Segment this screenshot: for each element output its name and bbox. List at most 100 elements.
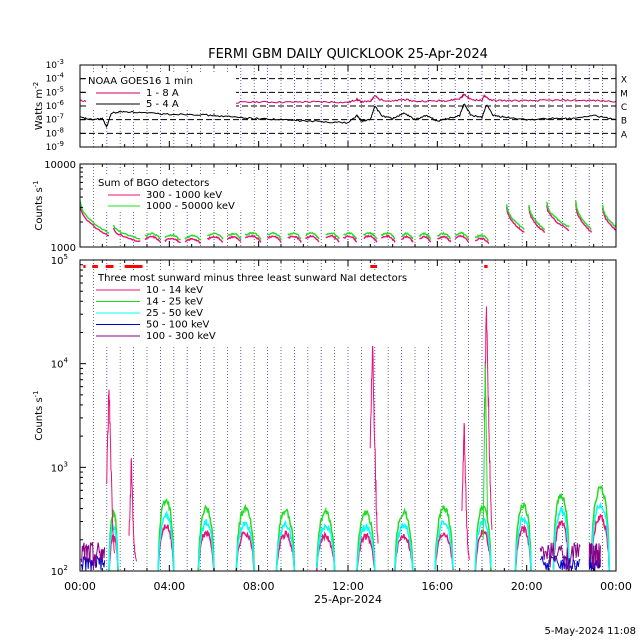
nai-series-line bbox=[394, 523, 414, 572]
nai-series-line bbox=[315, 530, 336, 572]
bgo-series-line bbox=[244, 234, 262, 243]
bgo-series-line bbox=[144, 235, 161, 243]
nai-series-line bbox=[275, 508, 296, 571]
bgo-series-line bbox=[455, 235, 470, 243]
bgo-series-line bbox=[601, 204, 617, 228]
nai-series-line bbox=[434, 520, 454, 570]
saturation-marker bbox=[370, 265, 378, 268]
bgo-series-line bbox=[325, 232, 340, 240]
y-tick-label: 10-7 bbox=[46, 113, 64, 126]
legend-item: 100 - 300 keV bbox=[146, 331, 216, 342]
bgo-series-line bbox=[380, 234, 396, 243]
bgo-series-line bbox=[418, 232, 432, 240]
legend-title: Sum of BGO detectors bbox=[98, 178, 209, 189]
bgo-series-line bbox=[363, 234, 378, 243]
x-axis-label: 25-Apr-2024 bbox=[314, 593, 382, 606]
class-label-M: M bbox=[620, 89, 628, 99]
flare-spike bbox=[461, 422, 470, 561]
bgo-series-line bbox=[305, 234, 320, 243]
bgo-axes: 1000 10000 Counts s-1 bbox=[32, 160, 617, 254]
bgo-series-line bbox=[227, 232, 242, 240]
bgo-series-line bbox=[401, 232, 414, 240]
nai-series-line bbox=[275, 530, 296, 571]
bgo-series-line bbox=[112, 227, 141, 243]
bgo-series-line bbox=[419, 235, 432, 243]
legend-title: Three most sunward minus three least sun… bbox=[97, 273, 407, 284]
saturation-marker bbox=[484, 265, 488, 268]
nai-legend: Three most sunward minus three least sun… bbox=[96, 270, 436, 346]
time-axis: 00:00 04:00 08:00 12:00 16:00 20:00 00:00 bbox=[64, 580, 632, 593]
bgo-series-line bbox=[601, 207, 617, 231]
bgo-series-line bbox=[79, 200, 110, 234]
saturation-marker bbox=[83, 265, 86, 268]
nai-series-line bbox=[315, 506, 336, 572]
bgo-series-line bbox=[575, 203, 593, 233]
nai-series-line bbox=[552, 519, 570, 572]
bgo-series-line bbox=[436, 231, 452, 240]
bgo-series-line bbox=[455, 231, 470, 240]
bgo-series-line bbox=[437, 235, 452, 243]
y-tick-label: 102 bbox=[51, 564, 68, 578]
bgo-series-line bbox=[546, 201, 570, 228]
bgo-series-line bbox=[546, 205, 570, 232]
legend-item: 5 - 4 A bbox=[146, 99, 179, 110]
nai-series-line bbox=[590, 513, 611, 572]
flare-spike bbox=[369, 334, 379, 544]
y-tick-label: 10-9 bbox=[46, 140, 64, 153]
bgo-series-line bbox=[79, 203, 110, 237]
flare-spike bbox=[106, 389, 115, 554]
figure-title: FERMI GBM DAILY QUICKLOOK 25-Apr-2024 bbox=[208, 47, 488, 62]
legend-item: 50 - 100 keV bbox=[146, 320, 210, 331]
nai-series-line bbox=[197, 530, 215, 572]
x-tick-label: 12:00 bbox=[332, 580, 364, 593]
saturation-marker bbox=[105, 265, 114, 268]
bgo-series-line bbox=[380, 231, 396, 240]
bgo-series-line bbox=[207, 234, 224, 243]
y-tick-label: 10-8 bbox=[46, 126, 64, 139]
legend-box bbox=[96, 270, 436, 346]
bgo-series-line bbox=[528, 204, 546, 231]
nai-series-line bbox=[197, 519, 215, 570]
bgo-series-line bbox=[305, 231, 320, 240]
background-noise bbox=[80, 542, 106, 571]
background-noise bbox=[539, 555, 581, 571]
legend-item: 300 - 1000 keV bbox=[146, 190, 222, 201]
x-tick-label: 00:00 bbox=[600, 580, 632, 593]
y-tick-label: 10-3 bbox=[46, 58, 64, 71]
flare-spike bbox=[483, 306, 493, 530]
bgo-series-line bbox=[164, 237, 181, 244]
bgo-series-line bbox=[287, 235, 302, 243]
nai-series-line bbox=[157, 510, 175, 572]
class-label-C: C bbox=[621, 103, 627, 113]
class-label-X: X bbox=[621, 76, 627, 86]
bgo-series-line bbox=[528, 206, 546, 233]
nai-series-line bbox=[590, 501, 611, 572]
nai-series-line bbox=[197, 504, 215, 572]
bgo-series-line bbox=[184, 234, 202, 241]
bgo-series-line bbox=[267, 235, 282, 243]
bgo-series-line bbox=[164, 233, 181, 241]
flare-spike bbox=[128, 458, 138, 562]
nai-series-line bbox=[552, 505, 570, 571]
bgo-series-line bbox=[505, 206, 525, 233]
bgo-series-line bbox=[474, 234, 489, 241]
nai-series-line bbox=[356, 523, 376, 572]
footer-timestamp: 5-May-2024 11:08 bbox=[544, 626, 636, 637]
bgo-series-line bbox=[227, 235, 242, 242]
nai-series-line bbox=[235, 503, 255, 572]
legend-title: NOAA GOES16 1 min bbox=[88, 76, 193, 87]
y-tick-label: 10-4 bbox=[46, 72, 65, 85]
class-label-A: A bbox=[621, 130, 628, 140]
bgo-series-line bbox=[184, 237, 201, 245]
legend-item: 1 - 8 A bbox=[146, 88, 179, 99]
bgo-series-line bbox=[343, 231, 358, 240]
saturation-marker bbox=[124, 265, 143, 268]
bgo-series-line bbox=[325, 234, 340, 243]
bgo-series-line bbox=[342, 234, 357, 243]
nai-series-line bbox=[552, 493, 570, 572]
y-tick-label: 10-5 bbox=[46, 85, 64, 98]
y-axis-label: Watts m-2 bbox=[32, 82, 45, 130]
